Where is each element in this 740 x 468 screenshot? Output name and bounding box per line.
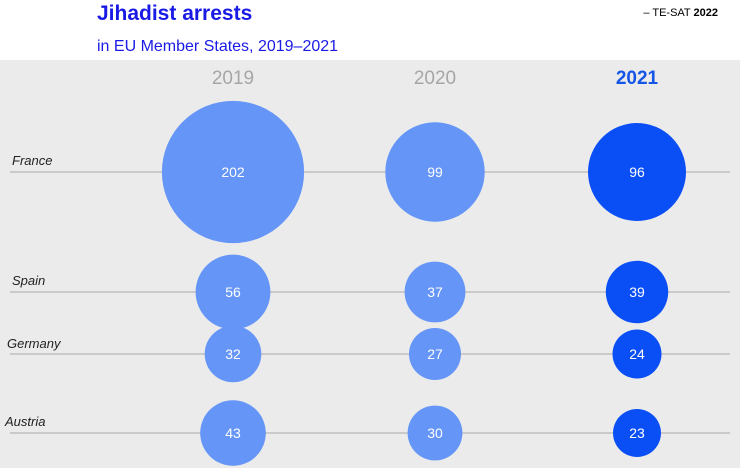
country-label-france: France (12, 153, 52, 168)
bubbles: 202 99 96 56 37 39 32 27 24 43 30 23 (161, 100, 686, 466)
value-label-austria-2021: 23 (629, 425, 645, 441)
value-label-spain-2021: 39 (629, 284, 645, 300)
value-label-france-2019: 202 (221, 164, 245, 180)
bubble-france-2019 (161, 100, 305, 244)
bubble-france-2021 (588, 123, 686, 221)
bubble-chart: France Spain Germany Austria 2019 2020 2021 2… (0, 60, 740, 468)
value-label-france-2020: 99 (427, 164, 443, 180)
source-year: 2022 (693, 7, 718, 19)
value-label-germany-2019: 32 (225, 346, 241, 362)
bubble-germany-2021 (612, 329, 662, 379)
country-label-spain: Spain (12, 273, 45, 288)
country-labels: France Spain Germany Austria (4, 153, 62, 429)
value-label-germany-2020: 27 (427, 346, 443, 362)
bubble-austria-2019 (200, 400, 266, 466)
bubble-spain-2020 (404, 261, 466, 323)
value-label-france-2021: 96 (629, 164, 645, 180)
year-header-2021: 2021 (616, 68, 659, 89)
chart-subtitle: in EU Member States, 2019–2021 (97, 38, 339, 55)
bubble-austria-2020 (407, 405, 463, 461)
country-label-austria: Austria (4, 414, 45, 429)
bubble-spain-2019 (195, 254, 271, 330)
year-headers: 2019 2020 2021 (212, 68, 659, 89)
year-header-2020: 2020 (414, 68, 456, 89)
value-label-austria-2020: 30 (427, 425, 443, 441)
bubble-france-2020 (385, 122, 485, 222)
bubble-spain-2021 (605, 260, 669, 324)
source-label: – TE-SAT (643, 7, 694, 19)
source-note: – TE-SAT 2022 (643, 7, 718, 19)
bubble-austria-2021 (613, 409, 661, 457)
value-label-germany-2021: 24 (629, 346, 645, 362)
value-label-spain-2020: 37 (427, 284, 443, 300)
chart-title: Jihadist arrests (97, 2, 253, 25)
value-label-spain-2019: 56 (225, 284, 241, 300)
bubble-germany-2020 (409, 328, 461, 380)
country-label-germany: Germany (7, 336, 62, 351)
bubble-germany-2019 (204, 325, 262, 383)
year-header-2019: 2019 (212, 68, 254, 89)
value-label-austria-2019: 43 (225, 425, 241, 441)
